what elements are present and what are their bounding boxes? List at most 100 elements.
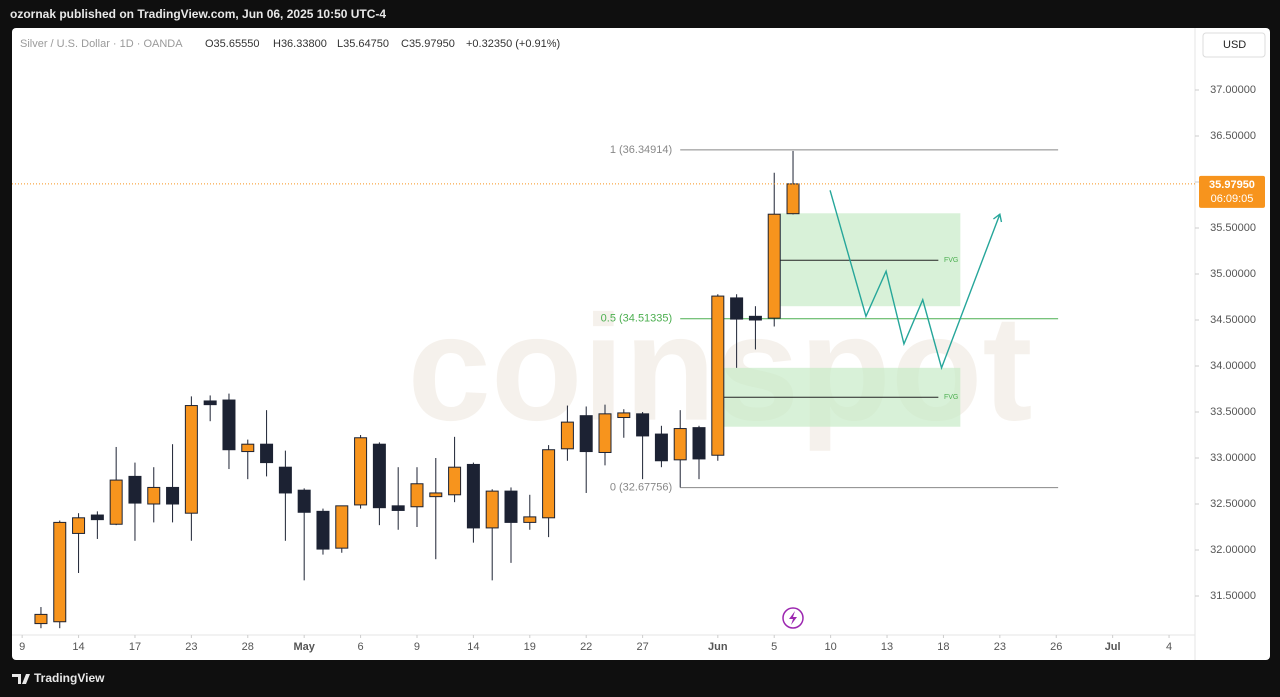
price-tag-label: 35.97950	[1209, 179, 1255, 191]
candle-body	[786, 183, 800, 215]
candle-body	[654, 433, 668, 462]
projection-arrow	[993, 212, 1003, 223]
header: ozornak published on TradingView.com, Ju…	[10, 7, 386, 21]
y-tick-label: 35.00000	[1210, 268, 1256, 280]
price-tag-countdown: 06:09:05	[1211, 193, 1254, 205]
candle-body	[372, 443, 386, 509]
candle-body	[579, 415, 593, 453]
legend-high: H36.33800	[273, 38, 327, 50]
currency-label[interactable]: USD	[1223, 39, 1246, 51]
candle-body	[109, 479, 123, 525]
candle-body	[316, 510, 330, 550]
y-tick-label: 34.00000	[1210, 360, 1256, 372]
chart-panel	[12, 28, 1270, 660]
event-icon[interactable]	[782, 607, 804, 629]
candle-body	[166, 486, 180, 505]
legend-close: C35.97950	[401, 38, 455, 50]
x-tick-label: 5	[771, 641, 777, 653]
candle-body	[297, 489, 311, 513]
currency-button[interactable]	[1202, 32, 1266, 58]
y-tick-label: 31.50000	[1210, 590, 1256, 602]
x-tick-label: Jul	[1105, 641, 1121, 653]
y-tick-label: 33.50000	[1210, 406, 1256, 418]
price-tag	[1199, 175, 1265, 208]
y-tick-label: 35.50000	[1210, 222, 1256, 234]
candle-body	[128, 475, 142, 504]
candle-body	[90, 514, 104, 521]
y-tick-label: 34.50000	[1210, 314, 1256, 326]
legend-low: L35.64750	[337, 38, 389, 50]
x-tick-label: 14	[72, 641, 84, 653]
x-tick-label: 17	[129, 641, 141, 653]
x-tick-label: 14	[467, 641, 479, 653]
x-tick-label: 23	[185, 641, 197, 653]
x-tick-label: 4	[1166, 641, 1172, 653]
candle-body	[72, 517, 86, 534]
event-icon-bolt	[789, 611, 797, 625]
candle-body	[222, 399, 236, 451]
fvg-label: FVG	[944, 394, 958, 401]
x-tick-label: 18	[937, 641, 949, 653]
candle-body	[673, 428, 687, 461]
x-tick-label: 9	[19, 641, 25, 653]
candle-body	[410, 483, 424, 508]
fvg-label: FVG	[944, 257, 958, 264]
x-tick-label: 28	[242, 641, 254, 653]
candle-body	[147, 486, 161, 505]
candle-body	[53, 521, 67, 623]
y-tick-label: 37.00000	[1210, 84, 1256, 96]
y-tick-label: 33.00000	[1210, 452, 1256, 464]
candle-body	[767, 213, 781, 319]
candle-body	[391, 505, 405, 511]
fib-label: 1 (36.34914)	[610, 144, 672, 156]
legend-symbol: Silver / U.S. Dollar · 1D · OANDA	[20, 38, 183, 50]
candle-body	[278, 466, 292, 494]
footer-logo	[12, 674, 30, 684]
y-tick-label: 36.50000	[1210, 130, 1256, 142]
x-tick-label: 6	[358, 641, 364, 653]
x-tick-label: 13	[881, 641, 893, 653]
candle-body	[448, 466, 462, 496]
x-tick-label: 22	[580, 641, 592, 653]
candle-body	[730, 297, 744, 320]
legend: Silver / U.S. Dollar · 1D · OANDA O35.65…	[20, 38, 560, 50]
y-tick-label: 32.00000	[1210, 544, 1256, 556]
candle-body	[466, 463, 480, 529]
candle-body	[748, 315, 762, 321]
candle-body	[598, 413, 612, 453]
x-tick-label: 9	[414, 641, 420, 653]
projection-path	[829, 190, 1001, 371]
plot: 37.0000036.5000036.0000035.5000035.00000…	[12, 84, 1265, 653]
candle-body	[34, 613, 48, 625]
fib-label: 0.5 (34.51335)	[601, 313, 673, 325]
candle-body	[354, 437, 368, 506]
candle-body	[184, 405, 198, 514]
candle-body	[241, 443, 255, 453]
y-tick-label: 32.50000	[1210, 498, 1256, 510]
candle-body	[692, 427, 706, 460]
x-tick-label: 10	[824, 641, 836, 653]
x-tick-label: May	[293, 641, 315, 653]
candle-body	[203, 400, 217, 406]
fib-label: 0 (32.67756)	[610, 482, 672, 494]
candle-body	[711, 295, 725, 456]
candle-body	[504, 490, 518, 523]
x-tick-label: 23	[994, 641, 1006, 653]
candle-body	[542, 449, 556, 519]
x-tick-label: Jun	[708, 641, 728, 653]
candle-body	[485, 490, 499, 529]
legend-open: O35.65550	[205, 38, 259, 50]
candle-body	[429, 492, 443, 498]
candle-body	[636, 413, 650, 437]
candle-body	[260, 443, 274, 464]
candle-body	[617, 412, 631, 419]
legend-change: +0.32350 (+0.91%)	[466, 38, 560, 50]
candle-body	[523, 516, 537, 523]
candle-body	[560, 421, 574, 450]
x-tick-label: 27	[636, 641, 648, 653]
x-tick-label: 19	[524, 641, 536, 653]
footer: TradingView	[34, 671, 105, 685]
candle-body	[335, 505, 349, 549]
x-tick-label: 26	[1050, 641, 1062, 653]
